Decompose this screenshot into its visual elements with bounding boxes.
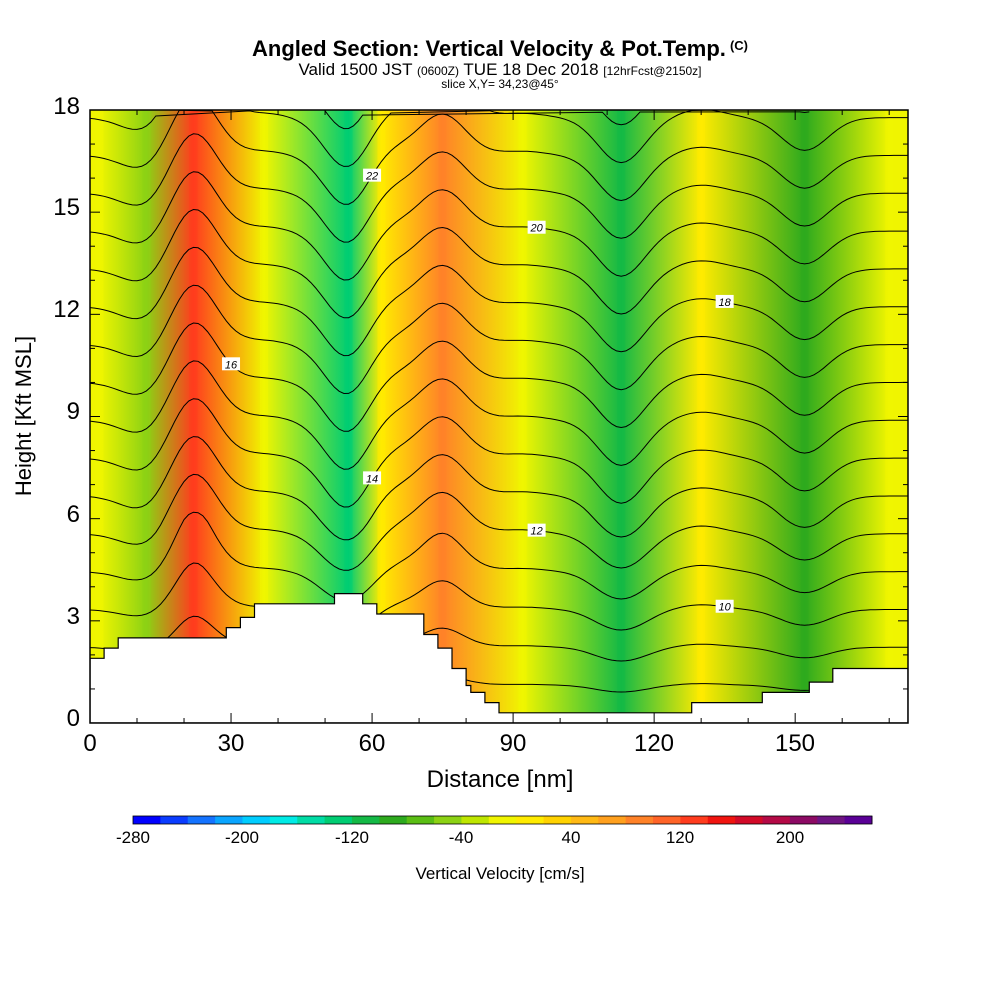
isentrope-line <box>90 436 908 541</box>
colorbar-swatch <box>707 816 736 824</box>
isentrope-label: 16 <box>225 359 238 371</box>
x-tick-label: 90 <box>499 730 527 757</box>
isentrope-label: 20 <box>529 223 543 235</box>
isentrope-line <box>90 398 908 508</box>
isentrope-line <box>90 473 908 571</box>
y-tick-label: 9 <box>66 398 80 425</box>
velocity-column <box>189 110 198 723</box>
isentrope-line <box>90 246 908 357</box>
isentrope-line <box>90 360 908 470</box>
isentrope-label: 10 <box>719 602 732 614</box>
title-unit: (C) <box>729 38 748 53</box>
isentrope-label: 14 <box>366 473 378 485</box>
isentrope-line <box>90 110 908 167</box>
colorbar-swatch <box>461 816 490 824</box>
colorbar-swatch <box>543 816 572 824</box>
colorbar-tick-label: -280 <box>115 828 151 847</box>
isentrope-line <box>90 511 908 602</box>
chart-subtitle: Valid 1500 JST (0600Z) TUE 18 Dec 2018 [… <box>298 60 702 79</box>
colorbar-tick-label: 200 <box>775 828 805 847</box>
colorbar-swatch <box>570 816 599 824</box>
subtitle-utc: (0600Z) <box>416 64 459 78</box>
y-tick-label: 18 <box>53 93 80 120</box>
colorbar-swatch <box>789 816 818 824</box>
velocity-field <box>90 110 908 723</box>
x-axis-label: Distance [nm] <box>426 766 574 793</box>
colorbar-tick-label: -40 <box>448 828 474 847</box>
colorbar-swatch <box>324 816 353 824</box>
colorbar-swatch <box>817 816 846 824</box>
colorbar-swatch <box>269 816 298 824</box>
axis-ticks <box>89 109 908 724</box>
colorbar-tick-label: 120 <box>665 828 695 847</box>
colorbar-swatch <box>516 816 545 824</box>
slice-info: slice X,Y= 34,23@45° <box>441 77 559 91</box>
colorbar-swatch <box>434 816 462 824</box>
isentrope-line <box>90 171 908 281</box>
colorbar-tick-label: 40 <box>561 828 581 847</box>
colorbar-swatch <box>297 816 326 824</box>
velocity-column <box>697 110 706 723</box>
colorbar-swatch <box>406 816 435 824</box>
x-tick-label: 60 <box>358 730 386 757</box>
colorbar-swatch <box>242 816 271 824</box>
colorbar-swatch <box>351 816 380 824</box>
y-tick-label: 12 <box>53 296 80 323</box>
velocity-column <box>344 110 353 723</box>
x-tick-label: 150 <box>774 730 816 757</box>
velocity-column <box>259 110 268 723</box>
isentrope-label: 12 <box>530 526 542 538</box>
isentrope-group: 10 12 14 16 18 20 22 <box>90 110 908 694</box>
colorbar-swatch <box>844 816 873 824</box>
colorbar-swatch <box>488 816 517 824</box>
velocity-column <box>885 110 894 723</box>
terrain-mask <box>90 593 908 723</box>
colorbar-tick-label: -120 <box>334 828 370 847</box>
colorbar <box>132 815 873 825</box>
x-tick-label: 120 <box>633 730 675 757</box>
colorbar-label: Vertical Velocity [cm/s] <box>415 864 585 883</box>
isentrope-line <box>90 133 908 243</box>
y-tick-label: 3 <box>66 603 80 630</box>
colorbar-swatch <box>653 816 681 824</box>
isentrope-line <box>90 208 908 319</box>
isentrope-line <box>90 562 908 632</box>
colorbar-swatch <box>735 816 764 824</box>
isentrope-line <box>324 110 810 130</box>
colorbar-swatch <box>625 816 654 824</box>
velocity-column <box>377 110 386 723</box>
subtitle-forecast: [12hrFcst@2150z] <box>603 64 702 78</box>
velocity-column <box>617 110 626 723</box>
colorbar-swatch <box>187 816 216 824</box>
colorbar-swatch <box>762 816 791 824</box>
subtitle-date: TUE 18 Dec 2018 <box>463 60 599 79</box>
velocity-column <box>800 110 809 723</box>
isentrope-line <box>90 110 908 205</box>
colorbar-tick-label: -200 <box>224 828 260 847</box>
y-tick-label: 6 <box>66 501 80 528</box>
y-tick-label: 15 <box>53 194 80 221</box>
colorbar-swatch <box>598 816 627 824</box>
chart-title: Angled Section: Vertical Velocity & Pot.… <box>252 36 748 61</box>
colorbar-swatch <box>379 816 408 824</box>
colorbar-swatch <box>160 816 189 824</box>
velocity-column <box>142 110 151 723</box>
isentrope-line <box>90 284 908 395</box>
colorbar-swatch <box>215 816 243 824</box>
colorbar-swatch <box>133 816 161 824</box>
isentrope-label: 22 <box>365 171 378 183</box>
x-tick-label: 0 <box>83 730 97 757</box>
colorbar-swatch <box>680 816 709 824</box>
isentrope-label: 18 <box>719 297 732 309</box>
y-tick-label: 0 <box>66 705 80 732</box>
x-tick-label: 30 <box>217 730 245 757</box>
